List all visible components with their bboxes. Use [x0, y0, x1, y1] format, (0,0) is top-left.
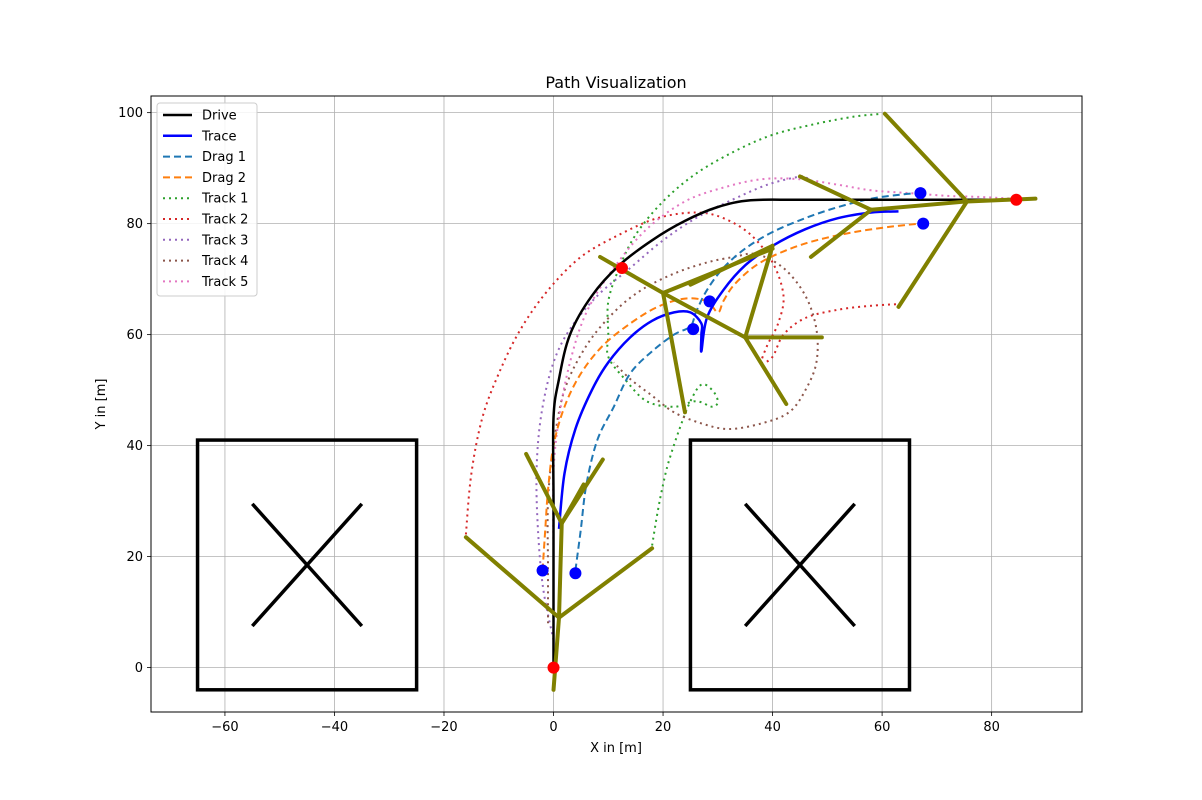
- blue-marker-point: [703, 295, 716, 308]
- x-tick-label: 20: [655, 720, 672, 735]
- y-tick-label: 40: [126, 439, 143, 454]
- x-tick-label: −40: [321, 720, 348, 735]
- y-tick-label: 80: [126, 217, 143, 232]
- tree-segment: [524, 451, 564, 526]
- tree-segment: [598, 254, 622, 271]
- tree-segment: [661, 291, 687, 415]
- blue-marker-point: [687, 323, 700, 336]
- x-tick-label: −20: [430, 720, 457, 735]
- legend: Drive Trace Drag 1 Drag 2 Track 1 Track 2 Trac…: [156, 102, 258, 297]
- obstacle-box: [688, 438, 912, 692]
- red-marker-point: [547, 661, 560, 674]
- red-marker-point: [615, 262, 628, 275]
- x-tick-label: 80: [983, 720, 1000, 735]
- obstacle-cross-line: [743, 502, 857, 628]
- tree-segment: [808, 207, 874, 259]
- tree-segment: [661, 291, 748, 340]
- legend-label: Track 2: [201, 213, 248, 228]
- tree-segment: [688, 243, 775, 287]
- tree-segment: [743, 243, 775, 340]
- ticks: −60 −40 −20 0 20 40 60 80 0 20 40 60 80 100: [118, 106, 1000, 735]
- blue-marker-point: [569, 567, 582, 580]
- blue-marker-point: [536, 564, 549, 577]
- chart-title: Path Visualization: [545, 73, 686, 92]
- legend-label: Trace: [201, 129, 237, 144]
- tree-segment: [559, 482, 586, 526]
- series-line-track-4: [546, 252, 819, 624]
- tree-segment: [551, 615, 561, 692]
- x-tick-label: 60: [874, 720, 891, 735]
- x-tick-label: 0: [549, 720, 557, 735]
- blue-marker-point: [914, 187, 927, 200]
- axes-frame: [150, 95, 1083, 713]
- legend-label: Drag 1: [202, 150, 246, 165]
- legend-label: Track 3: [201, 233, 248, 248]
- x-tick-label: −60: [211, 720, 238, 735]
- tree-segment: [556, 546, 655, 620]
- tree-segment: [896, 199, 969, 309]
- legend-label: Track 4: [201, 254, 248, 269]
- plot-area: [195, 111, 1038, 692]
- obstacle-cross-line: [251, 502, 364, 628]
- tree-segment: [797, 174, 874, 212]
- blue-marker-point: [917, 217, 930, 230]
- legend-label: Drive: [202, 109, 237, 124]
- tree-segment: [964, 196, 1038, 204]
- tree-segment: [463, 535, 561, 620]
- legend-box: [156, 102, 258, 297]
- legend-label: Drag 2: [202, 171, 246, 186]
- tree-segment: [743, 335, 789, 406]
- tree-segment: [556, 521, 564, 620]
- series-line-track-3: [535, 175, 812, 641]
- series-line-trace: [557, 210, 899, 530]
- series-line-drag-2: [541, 222, 921, 571]
- red-marker-point: [1010, 193, 1023, 206]
- legend-label: Track 1: [201, 192, 248, 207]
- y-axis-label: Y in [m]: [94, 379, 109, 431]
- tree-segment: [617, 266, 666, 296]
- legend-label: Track 5: [201, 275, 248, 290]
- y-tick-label: 20: [126, 550, 143, 565]
- x-axis-label: X in [m]: [590, 741, 642, 756]
- y-tick-label: 100: [118, 106, 143, 121]
- x-tick-label: 40: [764, 720, 781, 735]
- y-tick-label: 0: [135, 661, 143, 676]
- tree-segment: [882, 111, 969, 204]
- tree-segment: [869, 199, 969, 212]
- obstacle-box: [195, 438, 419, 692]
- y-tick-label: 60: [126, 328, 143, 343]
